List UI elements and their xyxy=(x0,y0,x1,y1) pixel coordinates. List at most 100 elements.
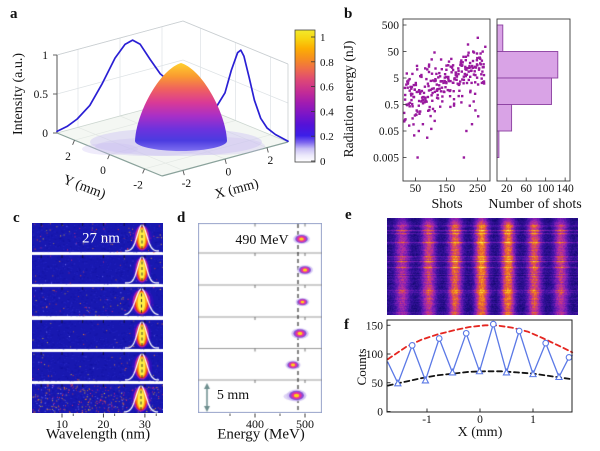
scatter-point xyxy=(429,88,432,92)
scatter-point xyxy=(427,70,431,74)
scatter-point xyxy=(449,89,452,92)
scatter-point xyxy=(464,74,467,78)
scatter-point xyxy=(430,94,433,97)
scatter-point xyxy=(410,98,413,102)
tick-label: 20 xyxy=(501,183,513,195)
panel-b-y-axis-label: Radiation energy (nJ) xyxy=(341,40,356,158)
scatter-point xyxy=(455,78,458,81)
scatter-point xyxy=(466,54,470,57)
scatter-point xyxy=(464,55,468,58)
minimum-marker xyxy=(528,369,538,378)
scatter-point xyxy=(431,99,434,102)
scatter-point xyxy=(447,78,450,81)
scatter-point xyxy=(417,129,420,133)
panel-c-wavelength-annotation: 27 nm xyxy=(82,230,120,247)
scatter-point xyxy=(467,78,470,82)
scatter-point xyxy=(479,63,482,66)
tick-label: 60 xyxy=(520,183,532,195)
spectra-strips-canvas xyxy=(32,223,163,413)
scatter-point xyxy=(442,81,445,85)
scatter-point xyxy=(474,81,477,84)
scatter-point xyxy=(423,85,427,88)
minimum-marker xyxy=(475,366,484,375)
panel-b-histogram-x-axis-label: Number of shots xyxy=(488,197,582,212)
scatter-point xyxy=(436,87,440,91)
scatter-point xyxy=(433,51,436,54)
panel-f-x-axis-label: X (mm) xyxy=(457,425,503,440)
scatter-point xyxy=(465,129,468,133)
scatter-point xyxy=(460,101,463,104)
colorbar xyxy=(294,29,316,163)
scatter-point xyxy=(429,114,432,118)
minimum-marker xyxy=(421,376,430,384)
scatter-point xyxy=(449,79,452,83)
scatter-point xyxy=(465,73,469,76)
scatter-point xyxy=(430,87,434,91)
scatter-point xyxy=(461,64,464,67)
scatter-point xyxy=(436,97,440,100)
scatter-point xyxy=(451,68,455,72)
scatter-point xyxy=(475,52,479,55)
minimum-marker xyxy=(554,372,563,381)
scatter-point xyxy=(430,58,433,61)
scatter-point xyxy=(432,87,435,90)
scatter-point xyxy=(411,102,414,106)
scatter-point xyxy=(409,92,413,95)
scatter-point xyxy=(455,74,459,78)
scatter-point xyxy=(427,65,431,68)
scatter-point xyxy=(434,78,437,81)
scatter-point xyxy=(408,101,412,105)
scatter-point xyxy=(458,89,461,92)
tick-label: 100 xyxy=(366,349,384,361)
minimum-marker xyxy=(502,368,511,376)
tick-label: 0.5 xyxy=(385,100,400,112)
grid-line xyxy=(56,20,184,56)
scatter-point xyxy=(429,79,432,83)
panel-letter-f: f xyxy=(344,317,349,333)
scatter-point xyxy=(439,105,442,108)
maximum-marker xyxy=(489,320,497,328)
tick-label: 0 xyxy=(100,165,106,177)
panel-letter-b: b xyxy=(344,6,353,22)
scatter-point xyxy=(480,77,483,80)
scatter-point xyxy=(478,67,481,70)
scatter-point xyxy=(420,73,423,77)
scatter-point xyxy=(462,75,465,78)
scatter-point xyxy=(434,67,437,70)
scatter-point xyxy=(426,82,430,85)
maximum-marker xyxy=(435,335,443,342)
scatter-point xyxy=(438,75,442,78)
tick-label: 400 xyxy=(246,417,264,431)
panel-d-scalebar-label: 5 mm xyxy=(216,388,250,403)
scatter-point xyxy=(403,98,407,101)
grid-line xyxy=(224,158,227,164)
scatter-point xyxy=(447,79,450,83)
scatter-point xyxy=(439,90,443,93)
scatter-point xyxy=(447,64,450,67)
scatter-point xyxy=(462,78,466,82)
scatter-point xyxy=(465,81,469,85)
grid-line xyxy=(107,154,110,160)
scatter-point xyxy=(426,95,430,99)
scatter-point xyxy=(477,68,481,71)
scatter-point xyxy=(424,67,427,70)
histogram-bar xyxy=(496,24,504,52)
scatter-point xyxy=(451,64,455,67)
scatter-point xyxy=(469,66,472,69)
scatter-point xyxy=(469,89,472,92)
scatter-point xyxy=(481,70,484,73)
scatter-point xyxy=(459,62,463,65)
grid-line xyxy=(72,139,75,145)
scatter-point xyxy=(415,113,418,117)
tick-label: 20 xyxy=(97,417,109,431)
scatter-point xyxy=(439,58,443,61)
scatter-point xyxy=(451,81,455,84)
scatter-point xyxy=(480,73,483,76)
scatter-point xyxy=(440,68,443,71)
tick-label: 0.005 xyxy=(373,153,399,165)
scatter-point xyxy=(476,56,479,60)
scatter-point xyxy=(408,77,411,81)
scatter-point xyxy=(419,110,422,113)
grid-line xyxy=(182,170,185,176)
